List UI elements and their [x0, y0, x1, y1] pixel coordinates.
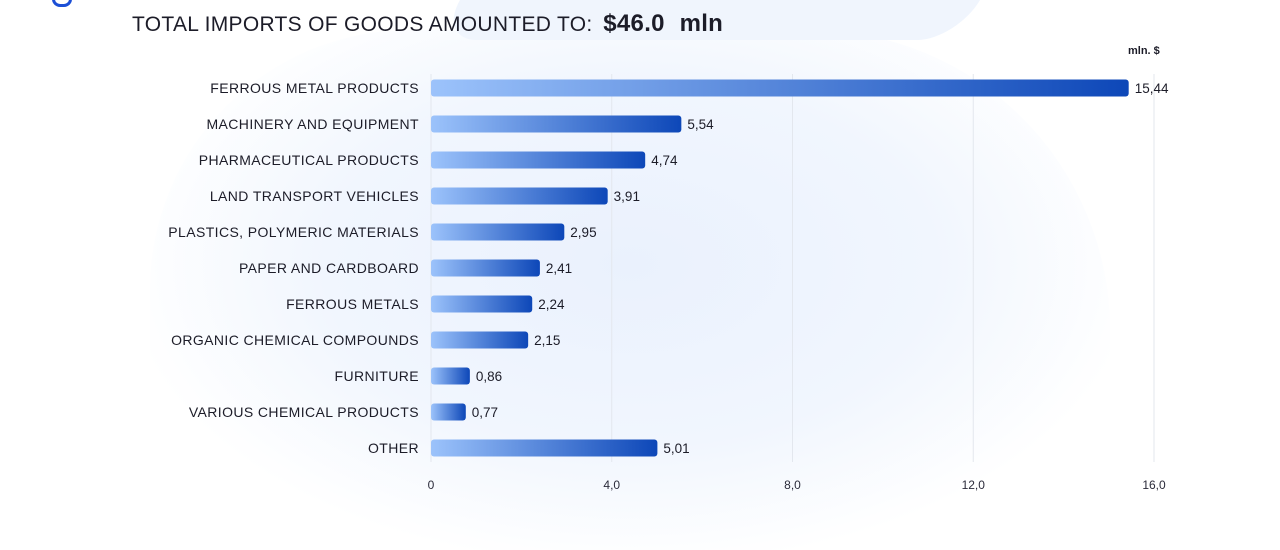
bar — [431, 79, 1129, 97]
bar — [431, 223, 565, 241]
x-tick-label: 16,0 — [1142, 478, 1166, 492]
category-label: PLASTICS, POLYMERIC MATERIALS — [168, 224, 419, 240]
title-label: TOTAL IMPORTS OF GOODS AMOUNTED TO: — [132, 13, 593, 36]
bar — [431, 295, 533, 313]
value-label: 15,44 — [1135, 81, 1169, 96]
category-label: OTHER — [368, 440, 419, 456]
category-label: FERROUS METALS — [286, 296, 419, 312]
bar — [431, 331, 529, 349]
category-label: MACHINERY AND EQUIPMENT — [207, 116, 420, 132]
logo-icon — [52, 0, 72, 7]
title-unit: mln — [679, 10, 724, 37]
x-tick-label: 8,0 — [784, 478, 801, 492]
bar-chart: 0 4,0 8,0 12,0 16,0 FERROUS METAL PRODUCTS 15,… — [168, 74, 1169, 492]
x-tick-label: 0 — [428, 478, 435, 492]
value-label: 0,77 — [472, 405, 498, 420]
value-label: 2,41 — [546, 261, 572, 276]
value-label: 3,91 — [614, 189, 640, 204]
bar — [431, 403, 466, 421]
bar — [431, 367, 470, 385]
chart-title: TOTAL IMPORTS OF GOODS AMOUNTED TO: $46.… — [132, 10, 723, 38]
value-label: 0,86 — [476, 369, 502, 384]
category-label: PAPER AND CARDBOARD — [239, 260, 419, 276]
bar — [431, 259, 540, 277]
x-tick-label: 4,0 — [603, 478, 620, 492]
category-label: LAND TRANSPORT VEHICLES — [210, 188, 419, 204]
unit-label: mln. $ — [1128, 45, 1160, 57]
category-label: PHARMACEUTICAL PRODUCTS — [199, 152, 419, 168]
category-label: ORGANIC CHEMICAL COMPOUNDS — [171, 332, 419, 348]
category-label: VARIOUS CHEMICAL PRODUCTS — [189, 404, 419, 420]
value-label: 5,01 — [663, 441, 689, 456]
title-value: $46.0 — [603, 10, 665, 37]
bar — [431, 115, 682, 133]
value-label: 4,74 — [651, 153, 678, 168]
value-label: 2,95 — [570, 225, 596, 240]
bar — [431, 439, 658, 457]
category-label: FERROUS METAL PRODUCTS — [210, 80, 419, 96]
category-label: FURNITURE — [335, 368, 419, 384]
x-tick-label: 12,0 — [962, 478, 986, 492]
bar — [431, 151, 646, 169]
value-label: 2,15 — [534, 333, 560, 348]
bar — [431, 187, 608, 205]
value-label: 2,24 — [538, 297, 565, 312]
value-label: 5,54 — [687, 117, 714, 132]
